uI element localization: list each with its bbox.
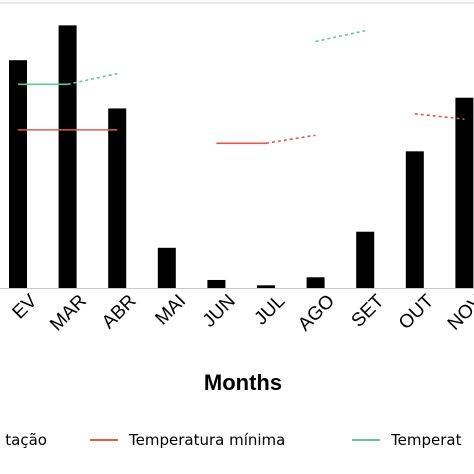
bar-out xyxy=(405,151,424,288)
bar-abr xyxy=(108,108,127,288)
bar-ago xyxy=(306,277,325,288)
bar-series xyxy=(9,25,474,289)
bar-ev xyxy=(9,60,27,289)
series-2-segment-1 xyxy=(67,72,118,86)
bar-jun xyxy=(207,279,226,288)
bar-nov xyxy=(455,97,474,288)
series-2-segment-6 xyxy=(315,29,366,43)
line-series xyxy=(18,29,465,145)
series-1-segment-5 xyxy=(265,134,316,145)
bar-mar xyxy=(58,25,77,289)
legend-label-precipitation: tação xyxy=(5,431,47,449)
bar-mai xyxy=(157,247,176,288)
bar-jul xyxy=(257,285,275,288)
x-axis-title: Months xyxy=(204,370,282,395)
series-1-segment-8 xyxy=(414,113,465,120)
legend-label-temp-max: Temperat xyxy=(390,431,462,449)
bar-set xyxy=(356,231,375,288)
legend-label-temp-min: Temperatura mínima xyxy=(128,431,285,449)
legend: tação Temperatura mínima Temperat xyxy=(5,431,461,449)
